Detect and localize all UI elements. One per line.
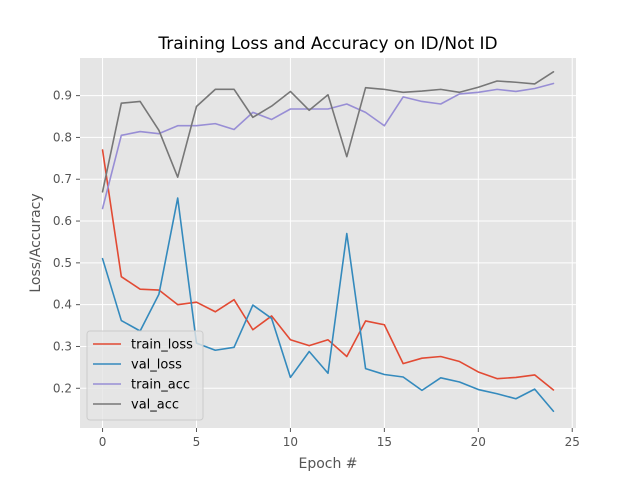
series-lines xyxy=(101,71,555,413)
chart-title: Training Loss and Accuracy on ID/Not ID xyxy=(157,34,497,54)
legend-box xyxy=(86,330,204,421)
y-tick-label: 0.9 xyxy=(53,89,72,103)
y-tick-label: 0.3 xyxy=(53,339,72,353)
legend-label: train_loss xyxy=(131,338,193,353)
series-line-train-acc xyxy=(101,82,555,210)
legend-label: train_acc xyxy=(131,378,190,393)
y-tick-label: 0.5 xyxy=(53,256,72,270)
legend: train_loss val_loss train_acc val_acc xyxy=(86,330,204,421)
grid xyxy=(80,58,576,428)
legend-label: val_loss xyxy=(131,358,182,373)
series-line-val-acc xyxy=(101,71,555,193)
x-axis-label: Epoch # xyxy=(298,456,357,472)
y-tick-label: 0.7 xyxy=(53,172,72,186)
x-tick-label: 20 xyxy=(471,435,486,449)
y-tick-label: 0.6 xyxy=(53,214,72,228)
y-tick-label: 0.2 xyxy=(53,381,72,395)
x-tick-label: 15 xyxy=(377,435,392,449)
y-tick-label: 0.8 xyxy=(53,130,72,144)
x-tick-label: 0 xyxy=(99,435,107,449)
x-tick-label: 10 xyxy=(283,435,298,449)
y-ticks: 0.2 0.3 0.4 0.5 0.6 0.7 0.8 0.9 xyxy=(53,89,80,395)
x-ticks: 0 5 10 15 20 25 xyxy=(99,428,580,449)
y-axis-label: Loss/Accuracy xyxy=(28,193,44,292)
x-tick-label: 5 xyxy=(193,435,201,449)
y-tick-label: 0.4 xyxy=(53,298,72,312)
series-line-train-loss xyxy=(101,149,555,391)
x-tick-label: 25 xyxy=(565,435,580,449)
legend-label: val_acc xyxy=(131,398,179,413)
series-line-val-loss xyxy=(101,197,555,413)
